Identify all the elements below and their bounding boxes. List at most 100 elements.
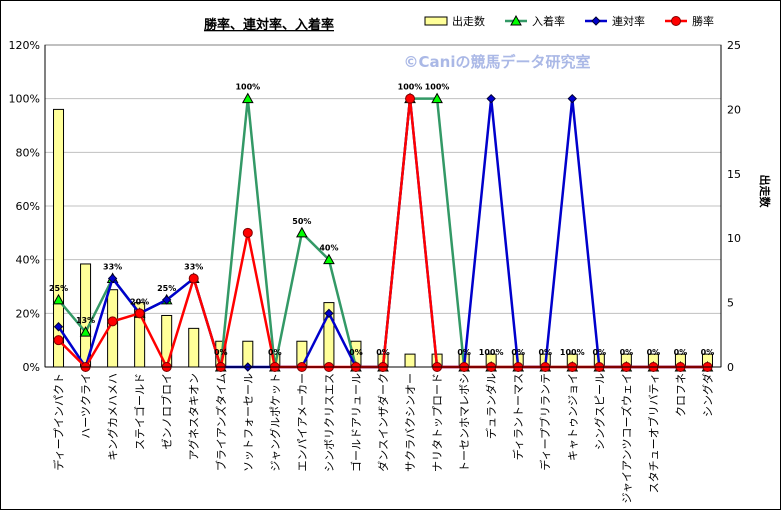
- data-label: 0%: [620, 348, 634, 357]
- data-label: 100%: [425, 83, 450, 92]
- watermark: ©Caniの競馬データ研究室: [404, 53, 591, 71]
- category-label: キングカメハメハ: [106, 373, 120, 461]
- marker-point: [405, 93, 416, 104]
- marker-point: [188, 273, 199, 284]
- left-tick-label: 60%: [16, 200, 40, 213]
- marker-point: [323, 253, 335, 265]
- data-label: 0%: [376, 348, 390, 357]
- data-label: 25%: [49, 284, 68, 293]
- legend-marker: [671, 16, 681, 26]
- legend-label: 入着率: [532, 14, 565, 28]
- marker-point: [486, 93, 496, 104]
- right-tick-label: 15: [727, 168, 741, 181]
- marker-point: [53, 322, 64, 332]
- category-label: トーセンホマレボシ: [458, 373, 471, 472]
- right-tick-label: 25: [727, 39, 741, 52]
- data-label: 50%: [292, 217, 311, 226]
- data-label: 100%: [398, 83, 423, 92]
- data-label: 0%: [457, 348, 471, 357]
- legend-marker: [510, 14, 522, 26]
- category-label: ディープブリランテ: [538, 373, 552, 471]
- data-label: 33%: [184, 262, 203, 271]
- category-label: クロフネ: [674, 373, 687, 417]
- bar: [404, 353, 416, 368]
- data-label: 100%: [479, 348, 504, 357]
- marker-point: [161, 295, 172, 305]
- left-tick-label: 120%: [9, 39, 40, 52]
- data-label: 25%: [157, 284, 176, 293]
- data-label: 13%: [76, 316, 95, 325]
- left-tick-label: 80%: [16, 146, 40, 159]
- category-label: ゴールドアリュール: [349, 373, 363, 472]
- category-label: シンボリクリスエス: [323, 373, 336, 472]
- marker-point: [324, 308, 334, 319]
- left-tick-label: 20%: [16, 307, 40, 320]
- marker-point: [107, 273, 118, 284]
- marker-point: [79, 326, 92, 337]
- category-label: ステイゴールド: [133, 373, 147, 450]
- data-label: 0%: [511, 348, 525, 357]
- data-label: 20%: [130, 297, 149, 306]
- data-label: 0%: [647, 348, 661, 357]
- data-label: 0%: [214, 348, 228, 357]
- bar: [188, 327, 200, 368]
- marker-point: [107, 316, 118, 327]
- right-tick-label: 0: [727, 361, 734, 374]
- category-label: キャトゥンジョイ: [566, 373, 579, 461]
- right-tick-label: 10: [727, 232, 741, 245]
- category-label: サクラバクシンオー: [404, 373, 417, 472]
- legend-label: 勝率: [692, 14, 714, 28]
- marker-point: [567, 93, 577, 104]
- right-tick-label: 20: [727, 103, 741, 116]
- category-label: ディラントーマス: [511, 373, 525, 460]
- chart-title: 勝率、連対率、入着率: [204, 17, 334, 33]
- data-label: 100%: [235, 83, 260, 92]
- data-label: 0%: [349, 348, 363, 357]
- gridlines: [45, 98, 721, 314]
- data-label: 0%: [674, 348, 688, 357]
- data-label: 100%: [560, 348, 585, 357]
- axes: 0% 20% 40% 60% 80% 100% 120% 0 5 10 15 20 25 ディープインパク…: [9, 39, 741, 503]
- right-axis-title: 出走数: [758, 175, 772, 209]
- marker-point: [52, 293, 65, 305]
- left-tick-label: 40%: [16, 254, 40, 267]
- legend: 出走数 入着率 連対率 勝率: [424, 14, 714, 28]
- category-label: ソットフォーセール: [242, 373, 255, 472]
- data-label: 0%: [701, 348, 715, 357]
- data-label: 0%: [268, 348, 282, 357]
- category-label: ナリタトップロード: [431, 373, 444, 472]
- left-tick-label: 100%: [9, 93, 40, 106]
- category-label: ジャイアンツコーズウェイ: [619, 373, 633, 503]
- marker-point: [134, 308, 145, 319]
- data-labels: 25% 13% 33% 20% 25% 33% 0% 100% 0% 50% 40% 0% 0% 100%…: [49, 83, 714, 357]
- category-label: ダンスインザダーク: [376, 373, 390, 472]
- marker-point: [53, 335, 64, 346]
- category-label: ジャングルポケット: [268, 373, 282, 471]
- data-label: 33%: [103, 262, 122, 271]
- legend-swatch: [424, 16, 448, 26]
- category-label: シングスピール: [592, 373, 606, 450]
- left-tick-label: 0%: [23, 361, 40, 374]
- category-label: アグネスタキオン: [187, 373, 201, 460]
- category-label: シングダ: [700, 373, 714, 417]
- category-label: エンパイアメーカー: [296, 373, 309, 471]
- category-label: ゼンノロブロイ: [160, 373, 174, 449]
- marker-point: [241, 92, 254, 104]
- data-label: 40%: [319, 244, 338, 253]
- data-label: 0%: [593, 348, 607, 357]
- data-label: 0%: [538, 348, 552, 357]
- marker-point: [431, 92, 443, 104]
- category-label: スタチューオブリバティ: [646, 373, 660, 493]
- marker-point: [242, 227, 253, 238]
- right-tick-label: 5: [727, 297, 734, 310]
- category-label: デュランダル: [484, 373, 498, 439]
- legend-marker: [591, 16, 601, 26]
- marker-point: [296, 226, 308, 238]
- category-label: ブライアンズタイム: [214, 373, 228, 471]
- category-label: ディープインパクト: [52, 373, 66, 471]
- legend-label: 連対率: [612, 14, 645, 28]
- category-label: ハーツクライ: [80, 373, 93, 439]
- legend-label: 出走数: [452, 14, 485, 28]
